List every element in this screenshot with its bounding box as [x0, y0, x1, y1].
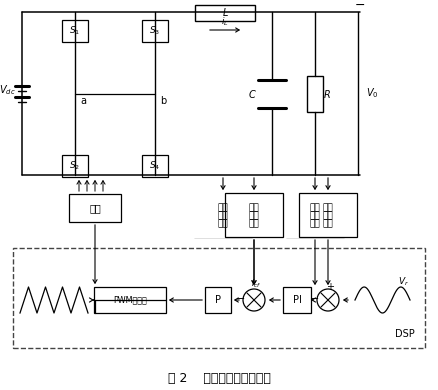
Bar: [13, 248, 425, 348]
Text: PWM波产生: PWM波产生: [113, 296, 147, 305]
Text: PI: PI: [293, 295, 301, 305]
Bar: [94, 287, 166, 313]
Text: $i_L$: $i_L$: [221, 16, 229, 28]
Text: DSP: DSP: [395, 329, 415, 339]
Text: $S_1$: $S_1$: [69, 25, 81, 37]
Bar: [195, 5, 255, 21]
Text: 驱动: 驱动: [89, 203, 101, 213]
Text: $R$: $R$: [323, 87, 331, 99]
Text: 采样: 采样: [218, 211, 228, 220]
Text: $+$: $+$: [326, 282, 336, 292]
Bar: [142, 155, 168, 177]
Text: a: a: [80, 96, 86, 106]
Text: 电压: 电压: [310, 204, 320, 213]
Bar: [142, 20, 168, 42]
Bar: [307, 76, 323, 112]
Bar: [286, 193, 344, 237]
Bar: [310, 175, 320, 235]
Text: 图 2    逆变器及其控制框图: 图 2 逆变器及其控制框图: [168, 372, 270, 385]
Circle shape: [317, 289, 339, 311]
Text: $-$: $-$: [235, 292, 245, 302]
Text: 网络: 网络: [249, 220, 259, 229]
Bar: [299, 193, 357, 237]
Text: $V_0$: $V_0$: [366, 87, 378, 100]
Text: $S_4$: $S_4$: [149, 160, 161, 172]
Text: b: b: [160, 96, 166, 106]
Circle shape: [243, 289, 265, 311]
Text: 电流: 电流: [249, 204, 259, 213]
Text: 采样: 采样: [249, 211, 259, 220]
Text: 网络: 网络: [218, 220, 228, 229]
Bar: [193, 192, 253, 238]
Text: $V_{dc}$: $V_{dc}$: [0, 83, 15, 98]
Text: $S_2$: $S_2$: [70, 160, 81, 172]
Text: $-$: $-$: [309, 292, 319, 302]
Text: $L$: $L$: [222, 6, 229, 18]
Bar: [218, 175, 228, 235]
Text: 网络: 网络: [310, 220, 320, 229]
Text: $S_3$: $S_3$: [149, 25, 161, 37]
Text: 采样: 采样: [310, 211, 320, 220]
Bar: [194, 193, 252, 237]
Text: $C$: $C$: [247, 87, 256, 99]
Bar: [283, 287, 311, 313]
Text: 电流: 电流: [218, 204, 228, 213]
Text: $I_{cf}$: $I_{cf}$: [251, 278, 261, 290]
Text: 网络: 网络: [323, 220, 333, 229]
Bar: [62, 20, 88, 42]
Text: $-$: $-$: [354, 0, 366, 11]
Text: $V_r$: $V_r$: [399, 276, 410, 288]
Text: 电压: 电压: [323, 204, 333, 213]
Bar: [69, 194, 121, 222]
Bar: [205, 287, 231, 313]
Text: 采样: 采样: [323, 211, 333, 220]
Bar: [285, 192, 345, 238]
Text: P: P: [215, 295, 221, 305]
Bar: [62, 155, 88, 177]
Bar: [225, 193, 283, 237]
